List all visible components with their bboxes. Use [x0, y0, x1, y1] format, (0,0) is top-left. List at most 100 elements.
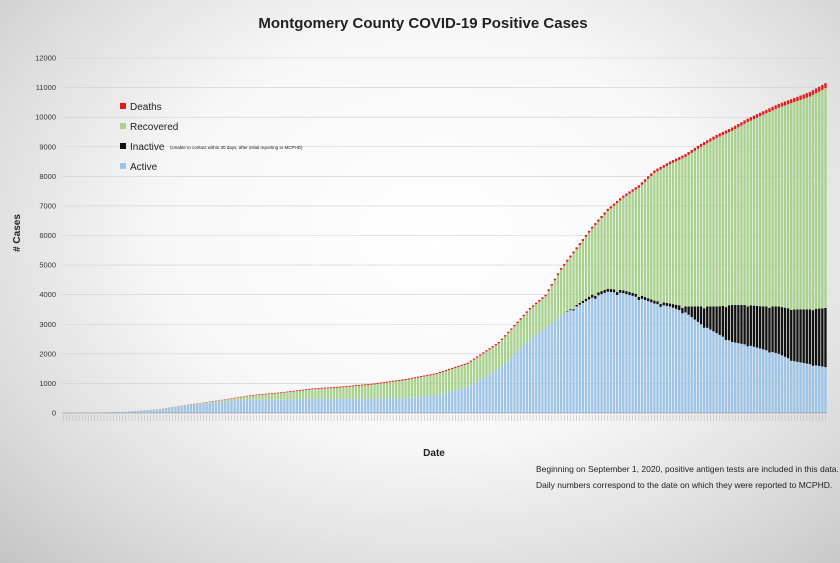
x-tick-label	[710, 415, 711, 421]
x-tick-label	[691, 415, 693, 421]
x-tick-label	[147, 415, 148, 421]
x-tick-label	[119, 415, 120, 421]
bar-segment-deaths	[690, 150, 693, 153]
x-tick-label	[700, 415, 702, 421]
bar-segment-deaths	[765, 109, 768, 114]
x-tick-label	[790, 415, 792, 421]
bar-segment-deaths	[687, 152, 690, 155]
bar-segment-recovered	[463, 364, 466, 388]
x-tick-label	[178, 415, 179, 421]
bar-segment-deaths	[503, 335, 507, 337]
bar-segment-recovered	[304, 390, 308, 399]
bar-segment-active	[519, 347, 522, 413]
x-tick-label	[243, 415, 245, 421]
bar-segment-active	[472, 382, 476, 413]
x-tick-label	[535, 415, 537, 421]
bar-segment-inactive	[727, 305, 731, 341]
bar-segment-deaths	[345, 386, 348, 387]
y-tick-label: 8000	[39, 172, 56, 181]
bar-segment-recovered	[308, 389, 311, 399]
bar-segment-deaths	[342, 386, 345, 388]
x-tick-label	[495, 415, 497, 421]
bar-segment-deaths	[280, 392, 283, 394]
bar-segment-active	[252, 399, 255, 413]
bar-segment-recovered	[755, 117, 759, 306]
bar-segment-inactive	[584, 298, 588, 302]
bar-segment-deaths	[594, 223, 597, 226]
bar-segment-recovered	[678, 159, 681, 306]
bar-segment-recovered	[258, 395, 261, 400]
bar-segment-recovered	[824, 88, 827, 308]
bar-segment-recovered	[799, 99, 802, 310]
x-tick-label	[240, 415, 242, 421]
bar-segment-deaths	[320, 387, 323, 389]
bar-segment-recovered	[771, 110, 774, 307]
x-tick-label	[753, 415, 755, 421]
bar-segment-deaths	[494, 344, 497, 346]
bar-segment-active	[115, 412, 118, 413]
bar-segment-recovered	[357, 385, 361, 399]
bar-segment-recovered	[619, 200, 622, 290]
bar-segment-recovered	[746, 122, 749, 307]
bar-segment-deaths	[796, 96, 799, 101]
bar-segment-active	[631, 295, 634, 413]
bar-segment-active	[587, 299, 591, 413]
x-tick-label	[85, 415, 86, 421]
x-tick-label	[822, 415, 823, 421]
bar-segment-deaths	[500, 338, 504, 340]
x-tick-label	[520, 415, 521, 421]
bar-segment-inactive	[703, 308, 706, 328]
x-tick-label	[467, 415, 469, 421]
x-tick-label	[595, 415, 596, 421]
bar-segment-active	[413, 397, 417, 413]
bar-segment-recovered	[239, 397, 242, 401]
bar-segment-recovered	[413, 378, 417, 398]
bar-segment-inactive	[681, 307, 684, 314]
bar-segment-deaths	[799, 95, 802, 100]
x-tick-label	[141, 415, 142, 421]
bar-segment-deaths	[659, 166, 662, 170]
bar-segment-deaths	[637, 185, 641, 188]
x-tick-label	[402, 415, 403, 421]
bar-segment-recovered	[796, 100, 799, 310]
bar-segment-inactive	[578, 302, 581, 305]
x-tick-label	[100, 415, 102, 421]
bar-segment-inactive	[758, 306, 762, 349]
bar-segment-active	[615, 294, 619, 413]
bar-segment-active	[354, 399, 358, 413]
bar-segment-deaths	[786, 100, 790, 105]
bar-segment-recovered	[818, 91, 821, 309]
bar-segment-recovered	[740, 125, 743, 306]
bar-segment-inactive	[805, 309, 808, 364]
bar-segment-inactive	[581, 300, 585, 303]
bar-segment-active	[556, 317, 560, 413]
bar-segment-deaths	[793, 97, 796, 103]
bar-segment-deaths	[510, 328, 513, 330]
bar-segment-recovered	[276, 393, 280, 400]
bar-segment-deaths	[370, 383, 373, 385]
x-tick-label	[654, 415, 655, 421]
x-tick-label	[72, 415, 74, 421]
bar-segment-deaths	[298, 389, 302, 391]
bar-segment-recovered	[507, 333, 510, 361]
x-tick-label	[772, 415, 773, 421]
x-tick-label	[806, 415, 808, 421]
bar-segment-recovered	[544, 296, 547, 328]
bar-segment-recovered	[805, 97, 808, 310]
bar-segment-recovered	[364, 385, 367, 399]
legend-note-inactive: (Unable to contact within 30 days, after…	[170, 145, 303, 150]
bar-segment-deaths	[252, 394, 255, 396]
bar-segment-deaths	[379, 382, 382, 384]
bar-segment-active	[118, 412, 121, 413]
bar-segment-recovered	[622, 197, 625, 291]
bar-segment-active	[600, 294, 603, 413]
bar-segment-inactive	[796, 309, 799, 362]
x-tick-label	[638, 415, 640, 421]
bar-segment-active	[699, 324, 703, 413]
bar-segment-recovered	[734, 129, 737, 306]
bar-segment-deaths	[454, 366, 457, 368]
bar-segment-deaths	[699, 143, 703, 147]
x-axis-title: Date	[423, 448, 445, 459]
bar-segment-deaths	[591, 226, 594, 229]
bar-segment-deaths	[559, 268, 563, 270]
